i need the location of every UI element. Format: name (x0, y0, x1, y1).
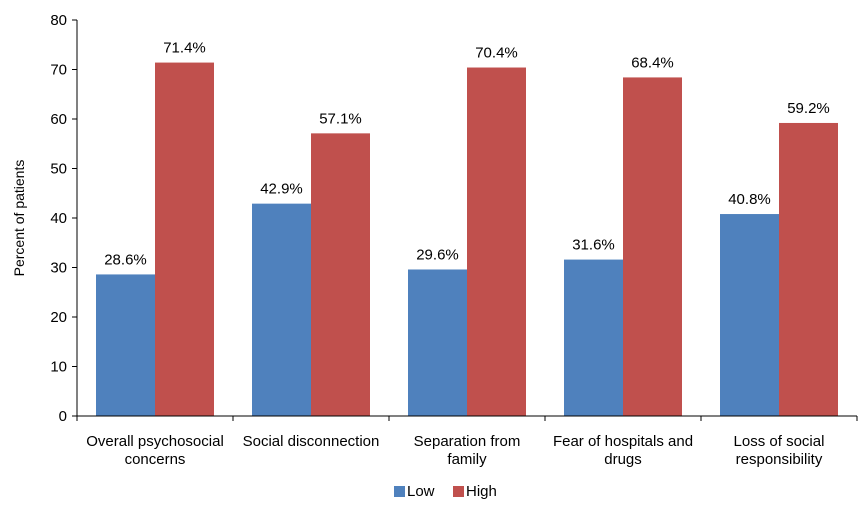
legend-swatch-low (394, 486, 405, 497)
bar-low-3 (408, 269, 467, 416)
legend-swatch-high (453, 486, 464, 497)
category-label-3: Separation from family (414, 433, 521, 468)
y-tick-label-70: 70 (50, 62, 67, 79)
y-tick-label-20: 20 (50, 309, 67, 326)
category-label-4: Fear of hospitals and drugs (553, 433, 693, 468)
bar-high-2 (311, 133, 370, 417)
category-label-1: Overall psychosocial concerns (86, 433, 224, 468)
y-tick-label-60: 60 (50, 111, 67, 128)
y-tick-label-80: 80 (50, 12, 67, 29)
data-label-high-5: 59.2% (787, 100, 830, 117)
bar-low-5 (720, 214, 779, 416)
bar-high-3 (467, 67, 526, 417)
data-label-high-4: 68.4% (631, 54, 674, 71)
legend-label-high: High (466, 483, 497, 500)
y-tick-label-50: 50 (50, 161, 67, 178)
bar-low-4 (564, 259, 623, 416)
y-tick-label-0: 0 (59, 408, 67, 425)
y-axis-title: Percent of patients (11, 160, 27, 277)
y-tick-label-30: 30 (50, 260, 67, 277)
bar-low-2 (252, 203, 311, 416)
bar-high-5 (779, 122, 838, 417)
legend: Low High (394, 483, 497, 500)
bar-low-1 (96, 274, 155, 416)
data-label-low-1: 28.6% (104, 251, 147, 268)
data-label-high-2: 57.1% (319, 110, 362, 127)
bar-high-4 (623, 77, 682, 417)
data-label-low-3: 29.6% (416, 246, 459, 263)
category-label-5: Loss of social responsibility (734, 433, 825, 468)
data-label-high-1: 71.4% (163, 40, 206, 57)
data-label-low-4: 31.6% (572, 237, 615, 254)
data-label-low-2: 42.9% (260, 181, 303, 198)
data-label-high-3: 70.4% (475, 45, 518, 62)
data-label-low-5: 40.8% (728, 191, 771, 208)
bar-high-1 (155, 62, 214, 416)
category-label-2: Social disconnection (243, 433, 380, 450)
y-tick-label-10: 10 (50, 359, 67, 376)
y-tick-label-40: 40 (50, 210, 67, 227)
legend-label-low: Low (407, 483, 435, 500)
